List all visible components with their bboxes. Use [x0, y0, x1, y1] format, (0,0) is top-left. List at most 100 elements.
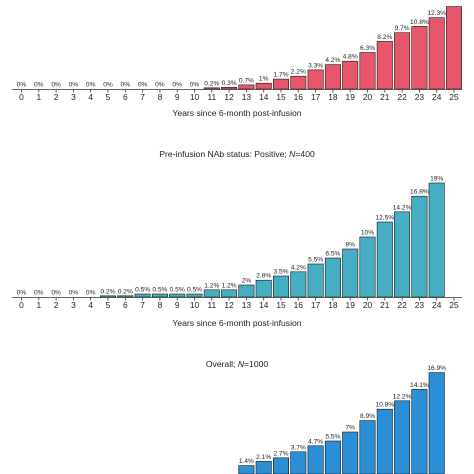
- x-tick-label: 22: [397, 300, 407, 310]
- data-label: 16.9%: [427, 365, 446, 372]
- data-label: 0%: [34, 290, 44, 297]
- data-label: 0%: [17, 290, 27, 297]
- bar: [117, 295, 134, 298]
- bar: [221, 87, 238, 90]
- bar: [342, 431, 359, 474]
- x-tick-label: 12: [224, 300, 234, 310]
- data-label: 1%: [259, 76, 269, 83]
- data-label: 8.9%: [360, 413, 375, 420]
- data-label: 16.8%: [410, 189, 429, 196]
- bar: [238, 284, 255, 298]
- data-label: 10%: [361, 230, 374, 237]
- data-label: 14.1%: [410, 382, 429, 389]
- x-tick-label: 9: [175, 92, 180, 102]
- bar: [186, 293, 203, 298]
- data-label: 12.3%: [427, 10, 446, 17]
- x-tick-label: 14: [259, 92, 269, 102]
- x-tick-label: 9: [175, 300, 180, 310]
- x-tick-label: 17: [311, 92, 321, 102]
- x-tick-label: 16: [294, 92, 304, 102]
- data-label: 8.2%: [377, 34, 392, 41]
- bar: [324, 440, 341, 474]
- data-label: 0.2%: [100, 288, 115, 295]
- data-label: 6.3%: [360, 45, 375, 52]
- data-label: 0.3%: [222, 80, 237, 87]
- data-label: 3.7%: [291, 444, 306, 451]
- data-label: 2.2%: [291, 69, 306, 76]
- x-tick-label: 13: [242, 300, 252, 310]
- x-tick-label: 15: [276, 92, 286, 102]
- data-label: 2.7%: [273, 450, 288, 457]
- x-tick-label: 12: [224, 92, 234, 102]
- panel-title-count: =1000: [244, 359, 268, 369]
- chart-panel-3: Overall; N=1000 1.4%2.1%2.7%3.7%4.7%5.5% 7…: [206, 359, 446, 474]
- x-tick-label: 24: [432, 92, 442, 102]
- x-tick-label: 5: [106, 92, 111, 102]
- bar: [290, 75, 307, 90]
- bar: [342, 248, 359, 298]
- x-tick-label: 16: [294, 300, 304, 310]
- bar: [359, 420, 376, 474]
- bar: [169, 293, 186, 298]
- x-tick-label: 11: [207, 92, 216, 102]
- x-tick-label: 24: [432, 300, 442, 310]
- bar: [134, 293, 151, 298]
- bar: [238, 84, 255, 90]
- x-axis-title: Years since 6-month post-infusion: [172, 108, 301, 118]
- data-label: 0%: [190, 82, 200, 89]
- x-tick-label: 23: [415, 92, 425, 102]
- data-label: 2%: [242, 278, 252, 285]
- data-label: 0.5%: [135, 287, 150, 294]
- data-label: 10.8%: [410, 19, 429, 26]
- chart-panel-2: Pre-infusion NAb status: Positive; N=400…: [12, 149, 462, 328]
- x-tick-label: 8: [158, 92, 163, 102]
- x-tick-label: 18: [328, 300, 338, 310]
- x-tick-label: 7: [140, 92, 145, 102]
- x-tick-label: 11: [207, 300, 216, 310]
- bar: [307, 263, 324, 298]
- data-label: 0.7%: [239, 77, 254, 84]
- bar: [411, 26, 428, 90]
- data-label: 0%: [69, 82, 79, 89]
- x-tick-label: 19: [346, 300, 356, 310]
- data-label: 4.2%: [325, 57, 340, 64]
- data-label: 0%: [17, 82, 27, 89]
- data-label: 6.5%: [325, 251, 340, 258]
- data-label: 0%: [138, 82, 148, 89]
- x-tick-label: 7: [140, 300, 145, 310]
- data-label: 0%: [172, 82, 182, 89]
- panel-title: Overall; N=1000: [206, 359, 269, 369]
- panel-title-n: N: [238, 359, 245, 369]
- x-tick-label: 10: [190, 300, 200, 310]
- x-tick-label: 20: [363, 300, 373, 310]
- bar: [411, 195, 428, 298]
- data-label: 0%: [103, 82, 113, 89]
- panel-title-text: Pre-infusion NAb status: Positive;: [159, 149, 289, 159]
- panel-title-text: Overall;: [206, 359, 238, 369]
- data-label: 10.8%: [375, 402, 394, 409]
- bar: [307, 445, 324, 474]
- data-label: 0.5%: [152, 287, 167, 294]
- panel-title-count: =400: [295, 149, 315, 159]
- data-label: 0.5%: [187, 287, 202, 294]
- data-label: 8%: [345, 242, 355, 249]
- bar: [342, 60, 359, 90]
- x-tick-label: 10: [190, 92, 200, 102]
- bar: [290, 271, 307, 298]
- bar: [272, 457, 289, 474]
- bar: [238, 465, 255, 474]
- bar: [255, 82, 272, 90]
- x-tick-label: 6: [123, 92, 128, 102]
- x-tick-label: 21: [380, 92, 390, 102]
- panel-title-n: N: [289, 149, 296, 159]
- data-label: 12.5%: [375, 215, 394, 222]
- x-tick-label: 1: [36, 300, 41, 310]
- data-label: 0%: [86, 290, 96, 297]
- bar: [272, 78, 289, 90]
- x-tick-label: 3: [71, 300, 76, 310]
- data-label: 5.5%: [325, 434, 340, 441]
- x-tick-label: 15: [276, 300, 286, 310]
- bar: [376, 221, 393, 298]
- data-label: 14.2%: [393, 204, 412, 211]
